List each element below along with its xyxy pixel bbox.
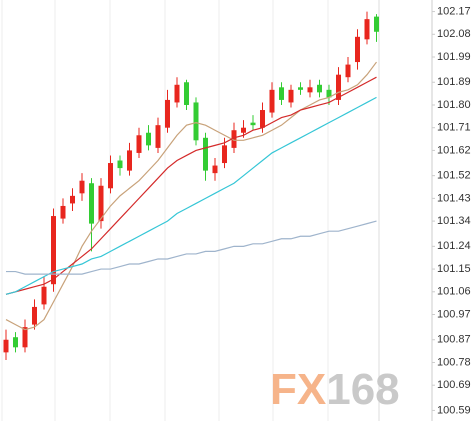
candle-body [345, 64, 351, 78]
y-tick-label: 102.08 [437, 28, 471, 40]
ma-line [5, 96, 377, 295]
candle-body [374, 16, 379, 32]
candle-body [174, 84, 180, 103]
candle-body [231, 130, 237, 148]
candle-body [51, 216, 56, 285]
candle-body [79, 180, 85, 194]
candle-body [269, 89, 275, 113]
y-tick-label: 101.52 [437, 170, 471, 182]
ma-line [5, 61, 377, 331]
y-tick-label: 101.71 [437, 122, 471, 134]
y-tick-label: 100.59 [437, 404, 471, 416]
candle-body [184, 82, 189, 105]
candle-body [70, 195, 75, 204]
candle-body [60, 205, 66, 219]
y-tick-label: 101.34 [437, 215, 471, 227]
candle-body [127, 150, 132, 171]
candle-body [364, 19, 370, 40]
y-tick-label: 101.99 [437, 51, 471, 63]
candle-body [117, 160, 123, 169]
y-tick-label: 100.78 [437, 356, 471, 368]
ma-line [5, 76, 377, 295]
candle-body [336, 74, 341, 100]
y-tick-label: 102.17 [437, 5, 471, 17]
candle-body [13, 337, 18, 348]
candle-body [22, 327, 28, 348]
y-tick-label: 100.87 [437, 334, 471, 346]
candle-body [98, 185, 104, 222]
y-tick-label: 101.89 [437, 76, 471, 88]
candle-body [288, 89, 294, 103]
candle-body [212, 165, 218, 174]
ma-line [6, 220, 377, 275]
candle-body [146, 132, 151, 146]
candle-body [41, 286, 47, 305]
candle-body [317, 84, 322, 93]
candle-body [32, 306, 37, 325]
y-tick-label: 101.62 [437, 144, 471, 156]
candle-body [279, 87, 284, 100]
y-tick-label: 101.06 [437, 286, 471, 298]
y-tick-label: 101.43 [437, 192, 471, 204]
candle-body [136, 135, 142, 153]
candle-body [89, 183, 94, 224]
watermark-168: 168 [326, 365, 399, 414]
candle-body [108, 163, 113, 189]
candle-body [326, 89, 332, 98]
y-tick-label: 101.80 [437, 99, 471, 111]
y-tick-label: 101.24 [437, 240, 471, 252]
watermark: FX168 [270, 365, 400, 414]
candle-body [307, 87, 313, 93]
candle-body [222, 145, 227, 164]
y-tick-label: 100.69 [437, 379, 471, 391]
candle-body [241, 127, 246, 133]
y-tick-label: 100.97 [437, 308, 471, 320]
candle-body [155, 125, 161, 148]
candle-body [193, 102, 199, 141]
candle-body [298, 87, 303, 90]
candle-body [165, 99, 170, 128]
candle-body [355, 36, 360, 63]
candle-body [3, 339, 9, 353]
candle-body [250, 122, 256, 126]
candle-body [260, 110, 265, 128]
y-tick-label: 101.15 [437, 263, 471, 275]
candle-body [203, 137, 208, 171]
watermark-fx: FX [270, 365, 326, 414]
time-grid [1, 0, 380, 421]
